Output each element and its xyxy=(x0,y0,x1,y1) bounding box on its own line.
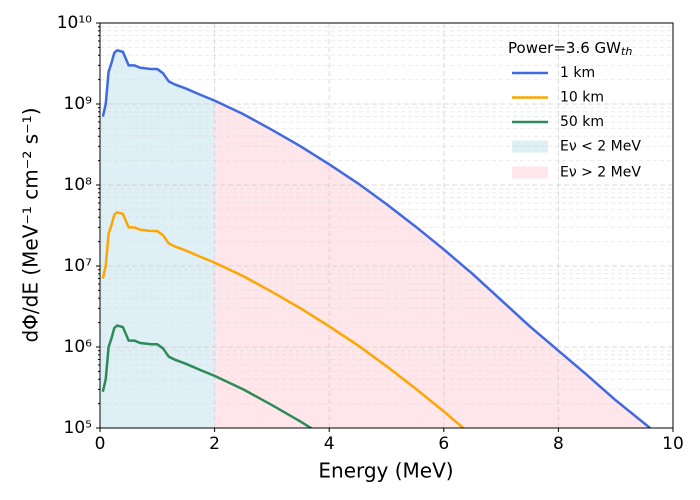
y-axis-label: dΦ/dE (MeV⁻¹ cm⁻² s⁻¹) xyxy=(19,107,43,342)
y-tick-label: 10¹⁰ xyxy=(57,13,92,33)
y-tick-label: 10⁸ xyxy=(64,175,93,195)
plot-frame xyxy=(99,22,674,429)
series-line xyxy=(101,211,466,428)
x-tick-label: 0 xyxy=(95,434,106,454)
legend-label: 10 km xyxy=(560,90,604,106)
legend-swatch xyxy=(512,166,548,179)
y-tick-label: 10⁶ xyxy=(64,337,93,357)
y-tick-label: 10⁹ xyxy=(64,94,93,114)
legend-label: 50 km xyxy=(560,114,604,130)
legend-label: Eν < 2 MeV xyxy=(560,139,641,155)
y-tick-label: 10⁵ xyxy=(64,418,92,438)
x-tick-label: 8 xyxy=(553,434,564,454)
x-tick-label: 4 xyxy=(324,434,335,454)
legend-label: 1 km xyxy=(560,65,595,81)
series-line xyxy=(101,49,651,428)
shaded-region xyxy=(214,100,651,428)
x-tick-label: 2 xyxy=(209,434,220,454)
x-axis-label: Energy (MeV) xyxy=(318,459,453,483)
legend-title-subscript: th xyxy=(621,45,632,58)
y-tick-label: 10⁷ xyxy=(64,256,93,276)
legend-title-text: Power=3.6 GW xyxy=(508,39,621,57)
x-tick-label: 10 xyxy=(662,434,684,454)
legend-label: Eν > 2 MeV xyxy=(560,165,641,181)
x-tick-label: 6 xyxy=(438,434,449,454)
shaded-region xyxy=(100,50,215,428)
series-line xyxy=(101,324,314,428)
legend-title: Power=3.6 GWth xyxy=(508,39,632,59)
legend-swatch xyxy=(512,140,548,153)
